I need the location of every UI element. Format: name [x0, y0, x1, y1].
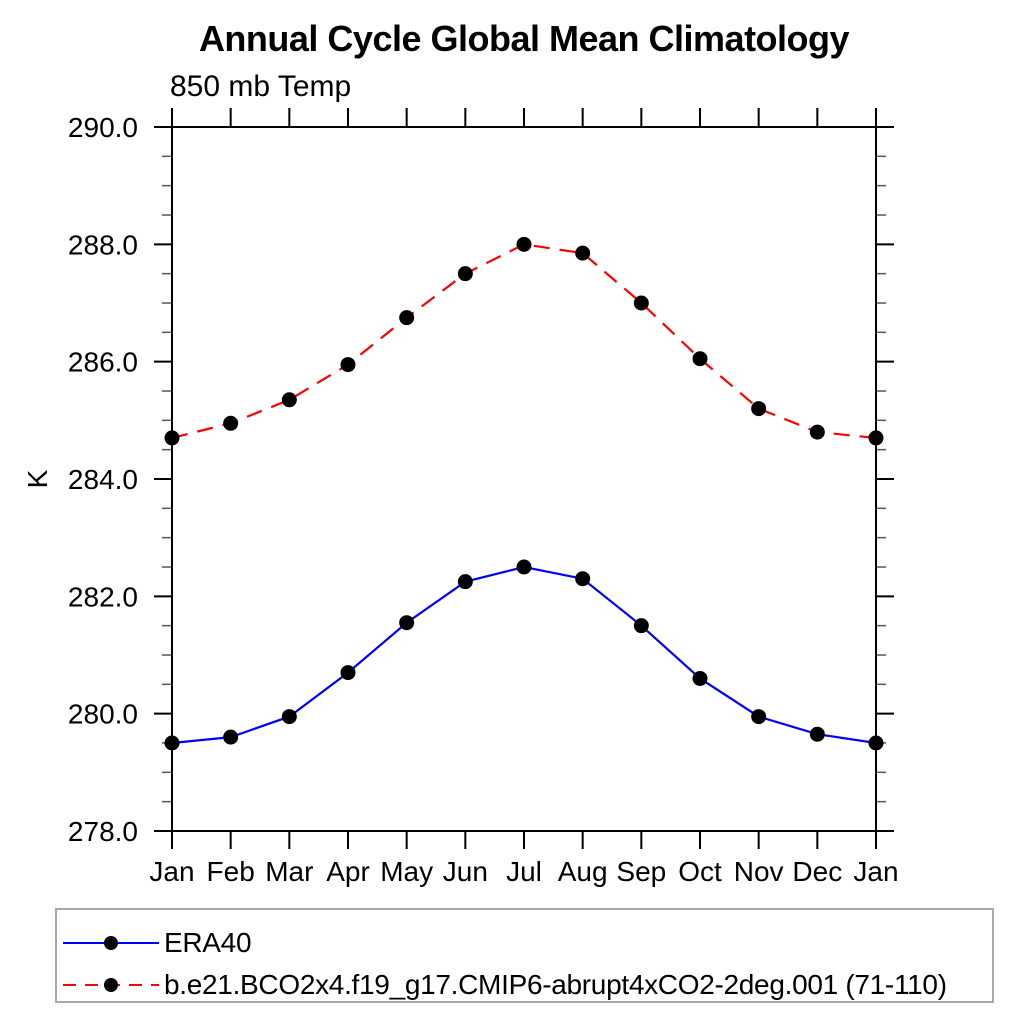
data-point-marker [868, 430, 884, 446]
data-point-marker [223, 415, 239, 431]
data-point-marker [399, 310, 415, 326]
legend: ERA40 b.e21.BCO2x4.f19_g17.CMIP6-abrupt4… [55, 908, 994, 1003]
data-point-marker [575, 245, 591, 261]
data-point-marker [516, 236, 532, 252]
data-point-marker [692, 351, 708, 367]
y-axis-tick-label: 284.0 [68, 464, 138, 495]
legend-line-sample [63, 978, 159, 992]
x-axis-tick-label: Feb [207, 856, 255, 887]
data-point-marker [164, 735, 180, 751]
x-axis-tick-label: Apr [326, 856, 370, 887]
x-axis-tick-label: Oct [678, 856, 722, 887]
y-axis-tick-label: 278.0 [68, 816, 138, 847]
legend-label: b.e21.BCO2x4.f19_g17.CMIP6-abrupt4xCO2-2… [164, 969, 947, 1000]
data-point-marker [516, 559, 532, 575]
legend-item-era40: ERA40 [61, 922, 992, 964]
x-axis-tick-label: Aug [558, 856, 608, 887]
data-point-marker [692, 670, 708, 686]
legend-label: ERA40 [164, 927, 252, 958]
data-point-marker [633, 618, 649, 634]
series-line-0 [171, 565, 877, 745]
legend-item-model: b.e21.BCO2x4.f19_g17.CMIP6-abrupt4xCO2-2… [61, 964, 992, 1006]
data-point-marker [457, 574, 473, 590]
x-axis-tick-label: Dec [792, 856, 842, 887]
data-point-marker [809, 726, 825, 742]
x-axis-tick-label: Jan [149, 856, 194, 887]
data-point-marker [223, 729, 239, 745]
data-point-marker [281, 709, 297, 725]
data-point-marker [457, 266, 473, 282]
data-point-marker [399, 615, 415, 631]
y-axis-tick-label: 280.0 [68, 699, 138, 730]
data-point-marker [633, 295, 649, 311]
data-point-marker [809, 424, 825, 440]
data-point-marker [575, 571, 591, 587]
y-axis-tick-label: 282.0 [68, 581, 138, 612]
x-axis-tick-label: Nov [734, 856, 784, 887]
chart-subtitle: 850 mb Temp [170, 70, 352, 103]
data-point-marker [868, 735, 884, 751]
data-point-marker [751, 401, 767, 417]
x-axis-tick-label: May [380, 856, 433, 887]
y-axis-tick-label: 290.0 [68, 112, 138, 143]
legend-line-sample [63, 936, 159, 950]
data-point-marker [281, 392, 297, 408]
x-axis-tick-label: Sep [616, 856, 666, 887]
x-axis-tick-label: Jun [443, 856, 488, 887]
legend-marker-icon [104, 978, 118, 992]
x-axis-tick-label: Jan [853, 856, 898, 887]
x-axis-tick-label: Mar [265, 856, 313, 887]
data-point-marker [340, 357, 356, 373]
data-point-marker [751, 709, 767, 725]
plot-border [171, 126, 877, 832]
series-line-1 [171, 243, 877, 440]
chart-title: Annual Cycle Global Mean Climatology [198, 18, 850, 59]
y-axis-tick-label: 288.0 [68, 229, 138, 260]
data-point-marker [340, 665, 356, 681]
x-axis-tick-label: Jul [506, 856, 542, 887]
y-axis-tick-label: 286.0 [68, 347, 138, 378]
data-point-marker [164, 430, 180, 446]
legend-marker-icon [104, 936, 118, 950]
